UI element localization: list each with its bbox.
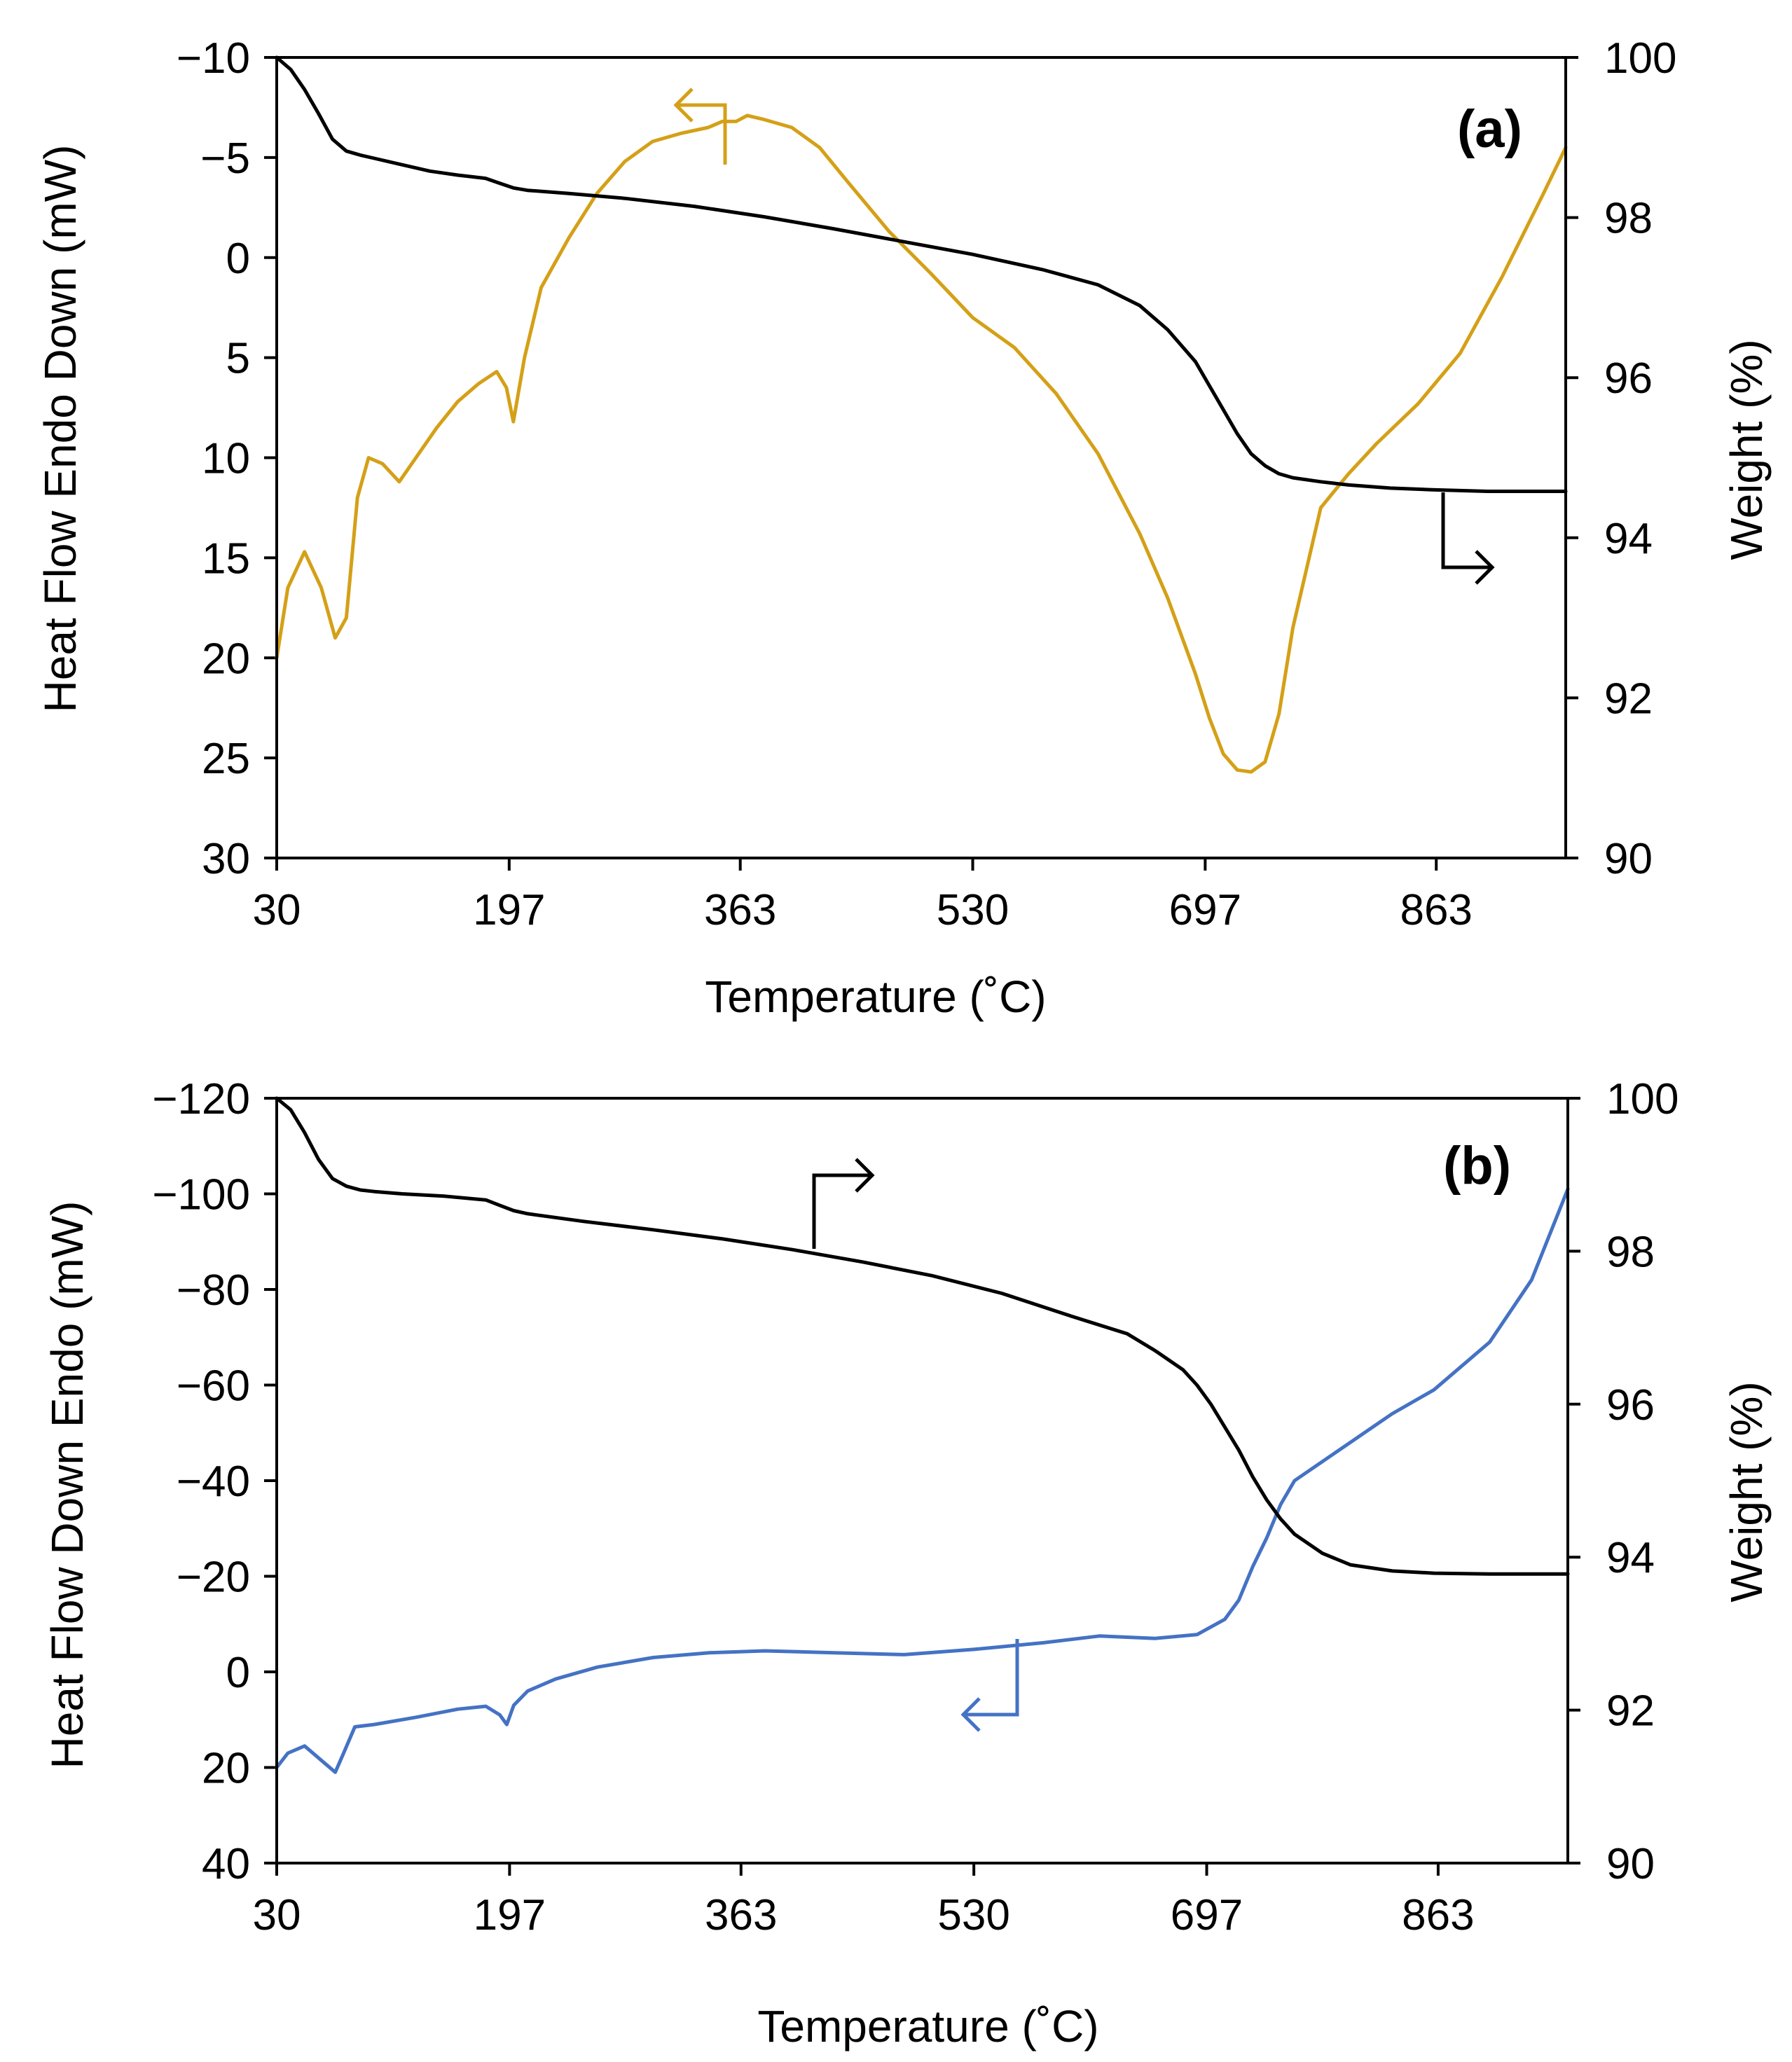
heat-flow-series-line bbox=[275, 1187, 1570, 1774]
panel-b-ticks bbox=[264, 1097, 1580, 1876]
panel-b-label: (b) bbox=[1443, 1136, 1511, 1196]
x-tick-label: 530 bbox=[937, 886, 1009, 934]
right-y-tick-label: 96 bbox=[1606, 1381, 1655, 1430]
panel-a-weight-arrow bbox=[1441, 492, 1495, 585]
left-y-tick-label: 0 bbox=[226, 1649, 250, 1697]
right-y-tick-label: 90 bbox=[1606, 1840, 1655, 1888]
panel-a-frame bbox=[275, 56, 1567, 859]
panel-a-right-y-axis-title: Weight (%) bbox=[1721, 339, 1772, 560]
right-y-tick-label: 96 bbox=[1604, 354, 1653, 403]
panel-b-right-y-axis-title: Weight (%) bbox=[1721, 1381, 1772, 1602]
x-tick-label: 863 bbox=[1402, 1891, 1474, 1939]
right-y-tick-label: 100 bbox=[1606, 1075, 1679, 1123]
panel-a-label: (a) bbox=[1457, 99, 1522, 159]
x-tick-label: 697 bbox=[1169, 886, 1241, 934]
x-tick-label: 30 bbox=[253, 1891, 301, 1939]
panel-a-right-y-tick-labels: 90 92 94 96 98 100 bbox=[1604, 34, 1676, 883]
panel-b-left-y-tick-labels: −120 −100 −80 −60 −40 −20 0 20 40 bbox=[152, 1075, 250, 1888]
left-y-tick-label: −10 bbox=[177, 34, 250, 83]
left-y-tick-label: 20 bbox=[202, 635, 250, 683]
panel-a-left-y-tick-labels: −10 −5 0 5 10 15 20 25 30 bbox=[177, 34, 250, 883]
x-tick-label: 363 bbox=[705, 1891, 777, 1939]
left-y-tick-label: 10 bbox=[202, 435, 250, 483]
x-tick-label: 530 bbox=[937, 1891, 1009, 1939]
heat-flow-series-line bbox=[275, 113, 1568, 774]
left-y-tick-label: −20 bbox=[177, 1554, 250, 1602]
panel-b-frame bbox=[275, 1097, 1569, 1864]
left-y-tick-label: 40 bbox=[202, 1840, 250, 1888]
panel-a: (a) 30 197 363 530 697 863 −10 −5 0 5 10 15 20 25 30 … bbox=[35, 34, 1772, 1022]
panel-b-series bbox=[275, 1096, 1570, 1774]
panel-b-x-tick-labels: 30 197 363 530 697 863 bbox=[253, 1891, 1475, 1939]
left-y-tick-label: 15 bbox=[202, 534, 250, 583]
left-y-tick-label: 25 bbox=[202, 735, 250, 783]
right-y-tick-label: 98 bbox=[1604, 195, 1653, 243]
right-y-tick-label: 92 bbox=[1606, 1687, 1655, 1736]
x-tick-label: 197 bbox=[473, 886, 545, 934]
left-y-tick-label: −5 bbox=[200, 134, 250, 183]
x-tick-label: 863 bbox=[1400, 886, 1472, 934]
panel-a-heatflow-arrow bbox=[673, 88, 727, 165]
panel-b-right-y-tick-labels: 90 92 94 96 98 100 bbox=[1606, 1075, 1679, 1888]
left-y-tick-label: −60 bbox=[177, 1362, 250, 1411]
right-y-tick-label: 100 bbox=[1604, 34, 1676, 83]
panel-b-weight-arrow bbox=[812, 1158, 875, 1249]
x-tick-label: 697 bbox=[1171, 1891, 1243, 1939]
x-tick-label: 197 bbox=[474, 1891, 546, 1939]
panel-a-x-tick-labels: 30 197 363 530 697 863 bbox=[253, 886, 1473, 934]
left-y-tick-label: −40 bbox=[177, 1458, 250, 1506]
left-y-tick-label: 30 bbox=[202, 835, 250, 883]
left-y-tick-label: 20 bbox=[202, 1745, 250, 1793]
panel-b-left-y-axis-title: Heat Flow Down Endo (mW) bbox=[42, 1201, 92, 1769]
left-y-tick-label: −80 bbox=[177, 1266, 250, 1315]
left-y-tick-label: 0 bbox=[226, 235, 250, 283]
left-y-tick-label: −100 bbox=[152, 1171, 250, 1219]
x-tick-label: 30 bbox=[253, 886, 301, 934]
weight-series-line bbox=[275, 1096, 1570, 1576]
panel-a-ticks bbox=[264, 56, 1578, 871]
right-y-tick-label: 92 bbox=[1604, 674, 1653, 723]
right-y-tick-label: 90 bbox=[1604, 835, 1653, 883]
right-y-tick-label: 94 bbox=[1606, 1534, 1655, 1582]
right-y-tick-label: 98 bbox=[1606, 1228, 1655, 1276]
panel-a-series bbox=[275, 55, 1568, 774]
right-y-tick-label: 94 bbox=[1604, 515, 1653, 563]
weight-series-line bbox=[275, 55, 1568, 493]
panel-b: (b) 30 197 363 530 697 863 −120−100−80−60−40−… bbox=[42, 1075, 1772, 2051]
panel-a-left-y-axis-title: Heat Flow Endo Down (mW) bbox=[35, 145, 85, 713]
left-y-tick-label: 5 bbox=[226, 335, 250, 383]
panel-b-x-axis-title: Temperature (˚C) bbox=[757, 2001, 1098, 2051]
left-y-tick-label: −120 bbox=[152, 1075, 250, 1123]
panel-b-heatflow-arrow bbox=[960, 1639, 1019, 1732]
panel-a-x-axis-title: Temperature (˚C) bbox=[705, 971, 1046, 1022]
x-tick-label: 363 bbox=[704, 886, 776, 934]
